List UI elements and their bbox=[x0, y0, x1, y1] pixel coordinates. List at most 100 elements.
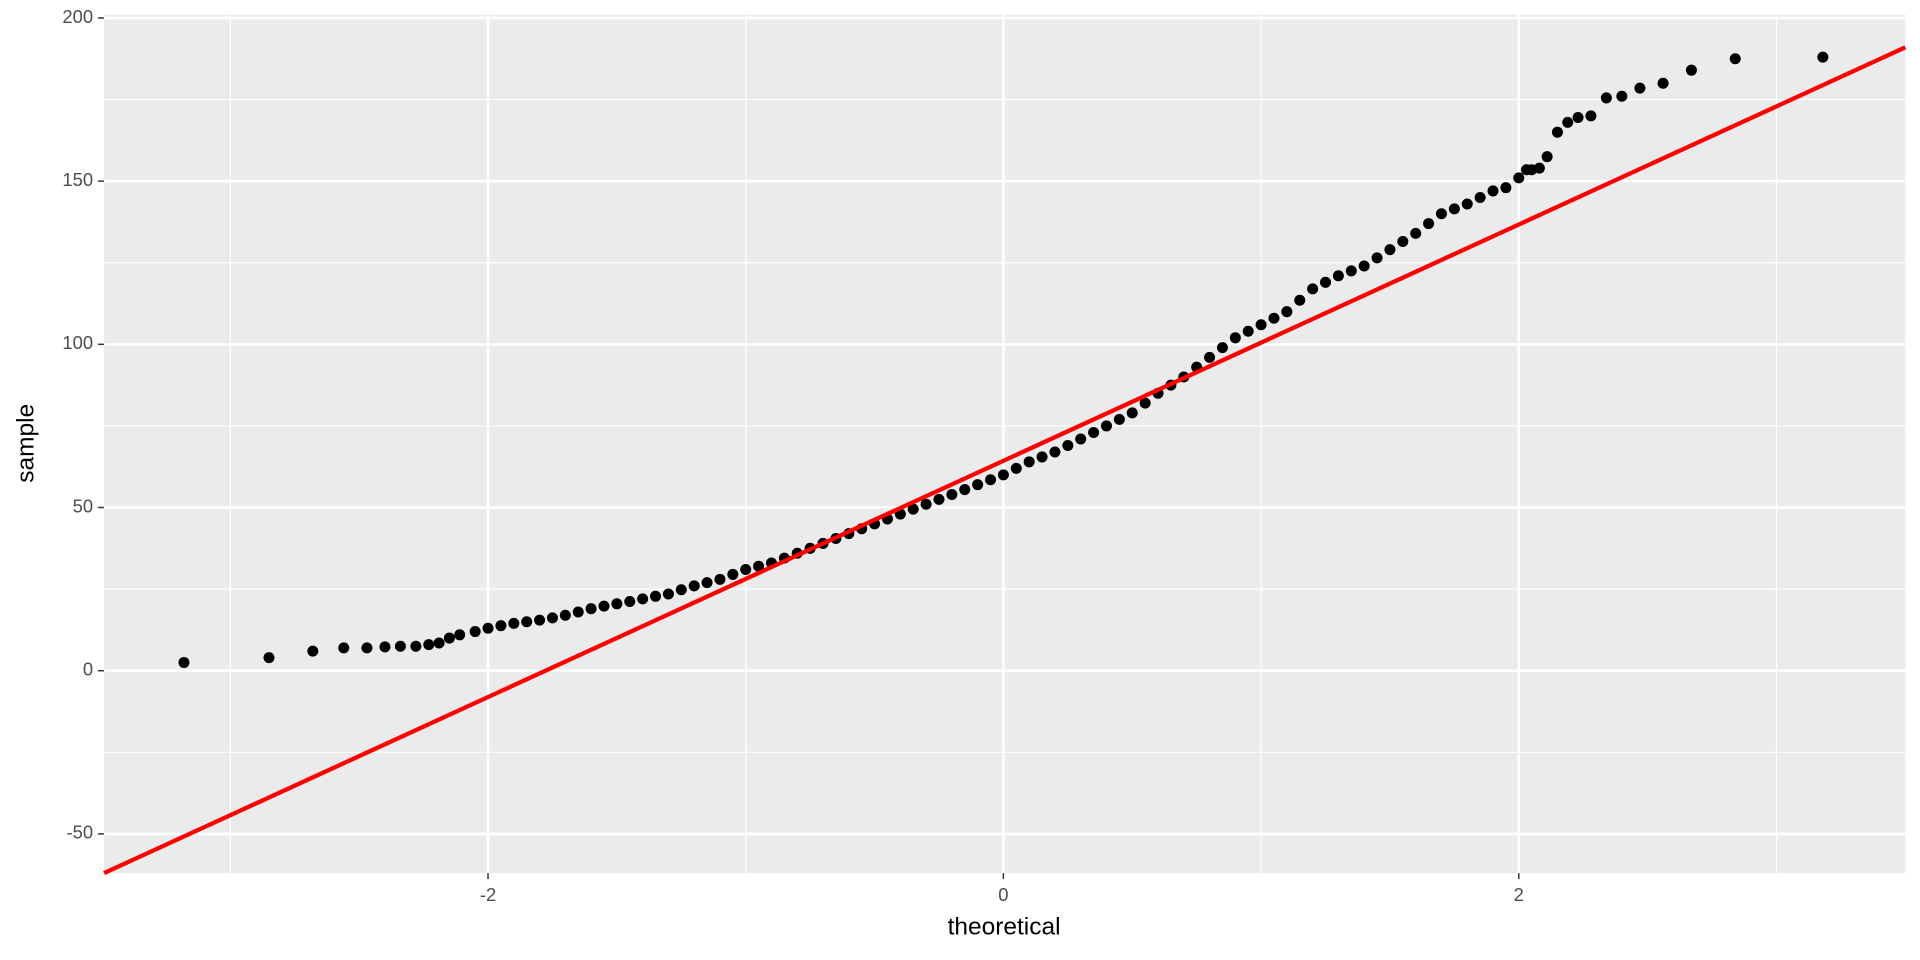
point bbox=[1533, 162, 1545, 174]
point bbox=[433, 637, 445, 649]
point bbox=[1487, 185, 1499, 197]
point bbox=[624, 596, 636, 608]
point bbox=[1242, 325, 1254, 337]
point bbox=[1036, 451, 1048, 463]
y-tick-label: 150 bbox=[62, 169, 93, 190]
y-tick-label: 100 bbox=[62, 332, 93, 353]
point bbox=[701, 577, 713, 589]
point bbox=[559, 609, 571, 621]
point bbox=[1474, 191, 1486, 203]
point bbox=[1817, 51, 1829, 63]
point bbox=[394, 640, 406, 652]
point bbox=[1358, 260, 1370, 272]
point bbox=[423, 639, 435, 651]
point bbox=[1332, 270, 1344, 282]
point bbox=[1572, 111, 1584, 124]
point bbox=[263, 652, 275, 664]
point bbox=[1551, 126, 1563, 138]
point bbox=[1600, 92, 1612, 104]
point bbox=[454, 629, 466, 641]
point bbox=[1371, 252, 1383, 264]
point bbox=[753, 560, 765, 572]
point bbox=[1229, 332, 1241, 344]
point bbox=[675, 584, 687, 596]
point bbox=[611, 598, 623, 610]
point bbox=[1100, 420, 1112, 432]
point bbox=[1281, 306, 1293, 318]
point bbox=[727, 568, 739, 580]
point bbox=[1268, 312, 1280, 324]
point bbox=[1307, 283, 1319, 295]
point bbox=[1461, 198, 1473, 210]
point bbox=[521, 616, 533, 628]
y-axis-title: sample bbox=[12, 404, 39, 483]
point bbox=[546, 612, 558, 624]
point bbox=[482, 622, 494, 634]
x-tick-label: 0 bbox=[998, 884, 1008, 905]
point bbox=[1049, 446, 1061, 458]
point bbox=[410, 640, 422, 652]
point bbox=[1585, 110, 1597, 122]
point bbox=[572, 606, 584, 618]
point bbox=[714, 573, 726, 585]
point bbox=[1255, 319, 1267, 331]
point bbox=[1075, 433, 1087, 445]
point bbox=[740, 564, 752, 576]
point bbox=[1729, 53, 1741, 65]
point bbox=[585, 603, 597, 615]
point bbox=[688, 580, 700, 592]
point bbox=[985, 474, 997, 486]
point bbox=[1500, 182, 1512, 194]
point bbox=[1204, 351, 1216, 363]
point bbox=[997, 469, 1009, 481]
point bbox=[1088, 426, 1100, 438]
point bbox=[508, 617, 520, 629]
point bbox=[1410, 227, 1422, 239]
point bbox=[959, 484, 971, 496]
point bbox=[1513, 172, 1525, 184]
point bbox=[1634, 82, 1646, 94]
point bbox=[307, 645, 319, 657]
point bbox=[1616, 90, 1628, 102]
point bbox=[946, 488, 958, 500]
x-axis-title: theoretical bbox=[948, 914, 1061, 941]
point bbox=[1541, 151, 1553, 163]
panel bbox=[104, 14, 1906, 874]
point bbox=[443, 632, 455, 644]
point bbox=[662, 588, 674, 600]
point bbox=[1139, 397, 1151, 409]
point bbox=[178, 657, 190, 669]
point bbox=[379, 641, 391, 653]
point bbox=[933, 493, 945, 505]
point bbox=[598, 600, 610, 612]
point bbox=[1657, 77, 1669, 89]
point bbox=[361, 642, 373, 654]
x-tick-label: -2 bbox=[480, 884, 496, 905]
point bbox=[907, 503, 919, 515]
point bbox=[469, 626, 481, 638]
point bbox=[1126, 407, 1138, 419]
point bbox=[1435, 208, 1447, 220]
point bbox=[637, 593, 649, 605]
point bbox=[1023, 456, 1035, 468]
point bbox=[1448, 203, 1460, 215]
x-tick-label: 2 bbox=[1514, 884, 1524, 905]
point bbox=[1562, 116, 1574, 128]
point bbox=[1685, 64, 1697, 76]
point bbox=[1423, 218, 1435, 230]
point bbox=[495, 620, 507, 632]
point bbox=[534, 614, 546, 626]
point bbox=[1062, 439, 1074, 452]
y-tick-label: 200 bbox=[62, 6, 93, 27]
point bbox=[1320, 276, 1332, 288]
point bbox=[1294, 294, 1306, 306]
point bbox=[1397, 236, 1409, 248]
point bbox=[650, 590, 662, 602]
point bbox=[1010, 462, 1022, 474]
point bbox=[338, 642, 350, 654]
y-tick-label: -50 bbox=[67, 822, 94, 843]
point bbox=[1113, 413, 1125, 425]
point bbox=[1345, 265, 1357, 277]
point bbox=[1384, 244, 1396, 256]
